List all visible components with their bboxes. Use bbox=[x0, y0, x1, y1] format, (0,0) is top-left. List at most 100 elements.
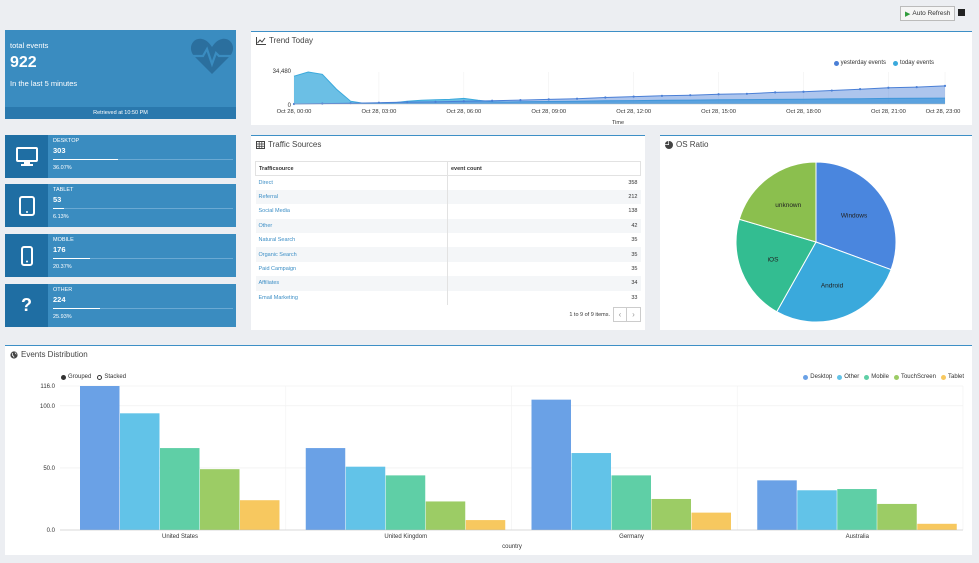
trend-x-tick: Oct 28, 21:00 bbox=[871, 109, 906, 115]
legend-today[interactable]: today events bbox=[892, 60, 934, 66]
total-events-value: 922 bbox=[10, 54, 37, 71]
bar-united-kingdom-mobile[interactable] bbox=[385, 475, 426, 530]
question-icon: ? bbox=[21, 295, 32, 315]
total-events-tile: total events 922 In the last 5 minutes R… bbox=[5, 30, 236, 119]
pagination: 1 to 9 of 9 items. ‹ › bbox=[569, 307, 641, 322]
trend-x-tick: Oct 28, 03:00 bbox=[362, 109, 397, 115]
progress-fill bbox=[53, 308, 100, 309]
trend-x-label: Time bbox=[612, 120, 624, 126]
table-row: Other 42 bbox=[255, 218, 641, 234]
distribution-chart: country 0.0 50.0 100.0 116.0 United States Un… bbox=[40, 384, 964, 550]
bar-united-states-desktop[interactable] bbox=[80, 386, 120, 530]
legend-yesterday[interactable]: yesterday events bbox=[833, 60, 886, 66]
trend-chart: 34,480 0 Time Oct 28, 00:00 Oct 28, 03:00… bbox=[273, 69, 961, 126]
distribution-x-tick: United Kingdom bbox=[384, 534, 427, 540]
bar-australia-desktop[interactable] bbox=[757, 480, 797, 530]
table-row: Paid Campaign 35 bbox=[255, 261, 641, 277]
trend-point bbox=[887, 86, 890, 89]
other-tile: ? OTHER 224 25.93% bbox=[5, 284, 236, 327]
trend-point bbox=[377, 101, 381, 104]
mobile-label: MOBILE bbox=[53, 237, 74, 243]
trend-x-tick: Oct 28, 15:00 bbox=[701, 109, 736, 115]
bar-united-states-tablet[interactable] bbox=[240, 500, 280, 530]
bar-australia-mobile[interactable] bbox=[837, 489, 877, 530]
desktop-icon bbox=[15, 146, 38, 166]
legend-touchscreen[interactable]: TouchScreen bbox=[893, 374, 936, 380]
traffic-table: Trafficsource event count Direct 358 Refer… bbox=[255, 161, 641, 306]
globe-icon bbox=[10, 350, 18, 359]
trend-point bbox=[434, 100, 437, 103]
bar-germany-desktop[interactable] bbox=[531, 399, 572, 530]
bar-united-kingdom-touchscreen[interactable] bbox=[425, 501, 466, 530]
table-row: Direct 358 bbox=[255, 175, 641, 190]
event-count-cell: 34 bbox=[447, 276, 641, 291]
distribution-x-tick: United States bbox=[162, 534, 198, 540]
bar-germany-touchscreen[interactable] bbox=[651, 498, 692, 530]
pie-slice-unknown[interactable] bbox=[738, 161, 817, 243]
traffic-source-link[interactable]: Natural Search bbox=[255, 233, 448, 248]
traffic-source-link[interactable]: Other bbox=[255, 218, 448, 234]
bar-germany-tablet[interactable] bbox=[691, 512, 732, 530]
trend-line-today-events bbox=[293, 85, 946, 105]
next-page-button[interactable]: › bbox=[632, 310, 635, 319]
desktop-tile: DESKTOP 303 36.07% bbox=[5, 135, 236, 178]
trend-point bbox=[406, 101, 409, 104]
traffic-source-link[interactable]: Organic Search bbox=[255, 247, 448, 262]
bar-united-kingdom-other[interactable] bbox=[345, 466, 386, 530]
event-count-cell: 33 bbox=[631, 294, 638, 301]
trend-title: Trend Today bbox=[269, 36, 314, 45]
table-header-row: Trafficsource event count bbox=[255, 161, 641, 176]
event-count-cell: 42 bbox=[447, 218, 641, 234]
table-row: Social Media 138 bbox=[255, 204, 641, 219]
legend-tablet[interactable]: Tablet bbox=[940, 374, 964, 380]
traffic-source-link[interactable]: Social Media bbox=[255, 204, 448, 219]
bar-united-kingdom-tablet[interactable] bbox=[465, 520, 506, 530]
column-header-trafficsource[interactable]: Trafficsource bbox=[255, 161, 448, 176]
legend-mobile[interactable]: Mobile bbox=[864, 374, 889, 380]
auto-refresh-button[interactable]: ▶ Auto Refresh bbox=[900, 6, 956, 21]
column-header-event-count[interactable]: event count bbox=[447, 161, 641, 176]
mode-grouped[interactable]: Grouped bbox=[61, 374, 91, 380]
bar-australia-tablet[interactable] bbox=[917, 523, 957, 530]
pagination-info: 1 to 9 of 9 items. bbox=[569, 311, 610, 318]
pie-slice-android[interactable] bbox=[776, 241, 892, 323]
bar-united-states-touchscreen[interactable] bbox=[200, 469, 240, 530]
legend-other[interactable]: Other bbox=[837, 374, 859, 380]
traffic-source-link[interactable]: Direct bbox=[255, 175, 448, 190]
bar-united-states-mobile[interactable] bbox=[160, 448, 200, 530]
pie-label-android: Android bbox=[821, 283, 844, 290]
traffic-panel: Traffic Sources Trafficsource event coun… bbox=[251, 135, 645, 330]
trend-y-tick-max: 34,480 bbox=[273, 69, 292, 75]
tablet-tile: TABLET 53 6.13% bbox=[5, 184, 236, 227]
trend-point bbox=[858, 88, 862, 91]
pie-slice-ios[interactable] bbox=[735, 218, 817, 313]
bar-germany-mobile[interactable] bbox=[611, 475, 652, 530]
trend-x-tick: Oct 28, 12:00 bbox=[616, 109, 651, 115]
mode-stacked[interactable]: Stacked bbox=[97, 374, 126, 380]
tablet-label: TABLET bbox=[53, 187, 74, 193]
traffic-source-link[interactable]: Paid Campaign bbox=[255, 261, 448, 277]
trend-point bbox=[547, 98, 550, 101]
table-icon bbox=[256, 140, 265, 149]
distribution-x-tick: Australia bbox=[846, 534, 870, 540]
total-events-title: total events bbox=[10, 41, 49, 50]
bar-germany-other[interactable] bbox=[571, 453, 612, 530]
pie-slice-windows[interactable] bbox=[815, 161, 897, 271]
bar-united-kingdom-desktop[interactable] bbox=[305, 448, 346, 530]
traffic-source-link[interactable]: Email Marketing bbox=[255, 290, 448, 306]
stop-icon[interactable] bbox=[958, 9, 965, 16]
legend-desktop[interactable]: Desktop bbox=[803, 374, 832, 380]
bar-united-states-other[interactable] bbox=[120, 413, 160, 530]
trend-point bbox=[491, 99, 494, 102]
prev-page-button[interactable]: ‹ bbox=[614, 308, 627, 321]
mobile-progress bbox=[53, 258, 233, 259]
traffic-source-link[interactable]: Affiliates bbox=[255, 276, 448, 291]
trend-gridlines bbox=[293, 72, 946, 104]
bar-australia-other[interactable] bbox=[797, 490, 837, 530]
traffic-source-link[interactable]: Referral bbox=[255, 189, 448, 205]
distribution-y-tick: 100.0 bbox=[40, 404, 56, 410]
trend-point bbox=[604, 96, 607, 99]
mode-toggle: Grouped Stacked bbox=[61, 374, 126, 380]
bar-australia-touchscreen[interactable] bbox=[877, 503, 917, 530]
trend-point bbox=[519, 99, 522, 102]
